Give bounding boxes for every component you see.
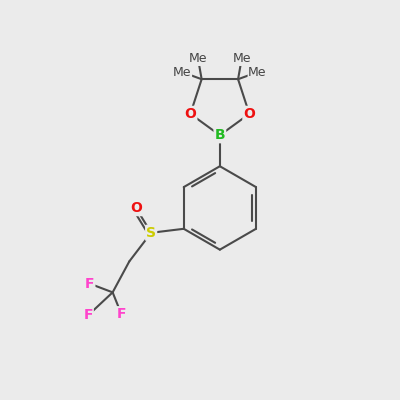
Text: F: F	[117, 307, 126, 321]
Text: O: O	[130, 201, 142, 215]
Text: F: F	[85, 277, 94, 291]
Text: O: O	[184, 107, 196, 121]
Text: Me: Me	[248, 66, 267, 79]
Text: Me: Me	[232, 52, 251, 65]
Text: F: F	[83, 308, 93, 322]
Text: B: B	[214, 128, 225, 142]
Text: S: S	[146, 226, 156, 240]
Text: Me: Me	[189, 52, 207, 65]
Text: Me: Me	[173, 66, 192, 79]
Text: O: O	[243, 107, 255, 121]
